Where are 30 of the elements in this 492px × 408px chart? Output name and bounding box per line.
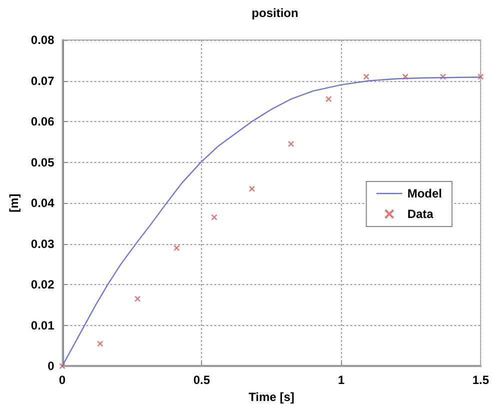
y-tick-label: 0 — [48, 359, 55, 374]
point — [440, 74, 446, 80]
y-axis-title: [m] — [7, 194, 21, 212]
point — [134, 296, 141, 302]
x-tick-label: 0 — [58, 373, 66, 388]
point — [402, 74, 408, 80]
legend-label: Model — [407, 186, 442, 200]
chart-title: position — [252, 6, 298, 20]
point — [363, 74, 370, 80]
x-tick-label: 1 — [338, 373, 345, 388]
y-tick-label: 0.05 — [30, 155, 55, 170]
y-tick-label: 0.08 — [30, 33, 55, 47]
y-tick-label: 0.07 — [30, 74, 55, 88]
y-tick-label: 0.02 — [30, 278, 55, 292]
x-axis-title: Time [s] — [248, 390, 294, 404]
point — [248, 186, 256, 192]
point — [97, 340, 104, 347]
y-tick-label: 0.01 — [30, 318, 55, 332]
point — [478, 74, 484, 80]
x-tick-label: 1.5 — [472, 373, 490, 388]
point — [59, 363, 66, 370]
y-tick-label: 0.04 — [30, 196, 55, 210]
point — [326, 96, 332, 102]
x-tick-label: 0.5 — [193, 373, 210, 388]
point — [211, 214, 218, 220]
y-tick-label: 0.06 — [30, 114, 55, 129]
legend-label: Data — [407, 207, 434, 221]
point — [288, 140, 294, 148]
y-tick-label: 0.03 — [30, 236, 55, 251]
point — [174, 244, 180, 251]
